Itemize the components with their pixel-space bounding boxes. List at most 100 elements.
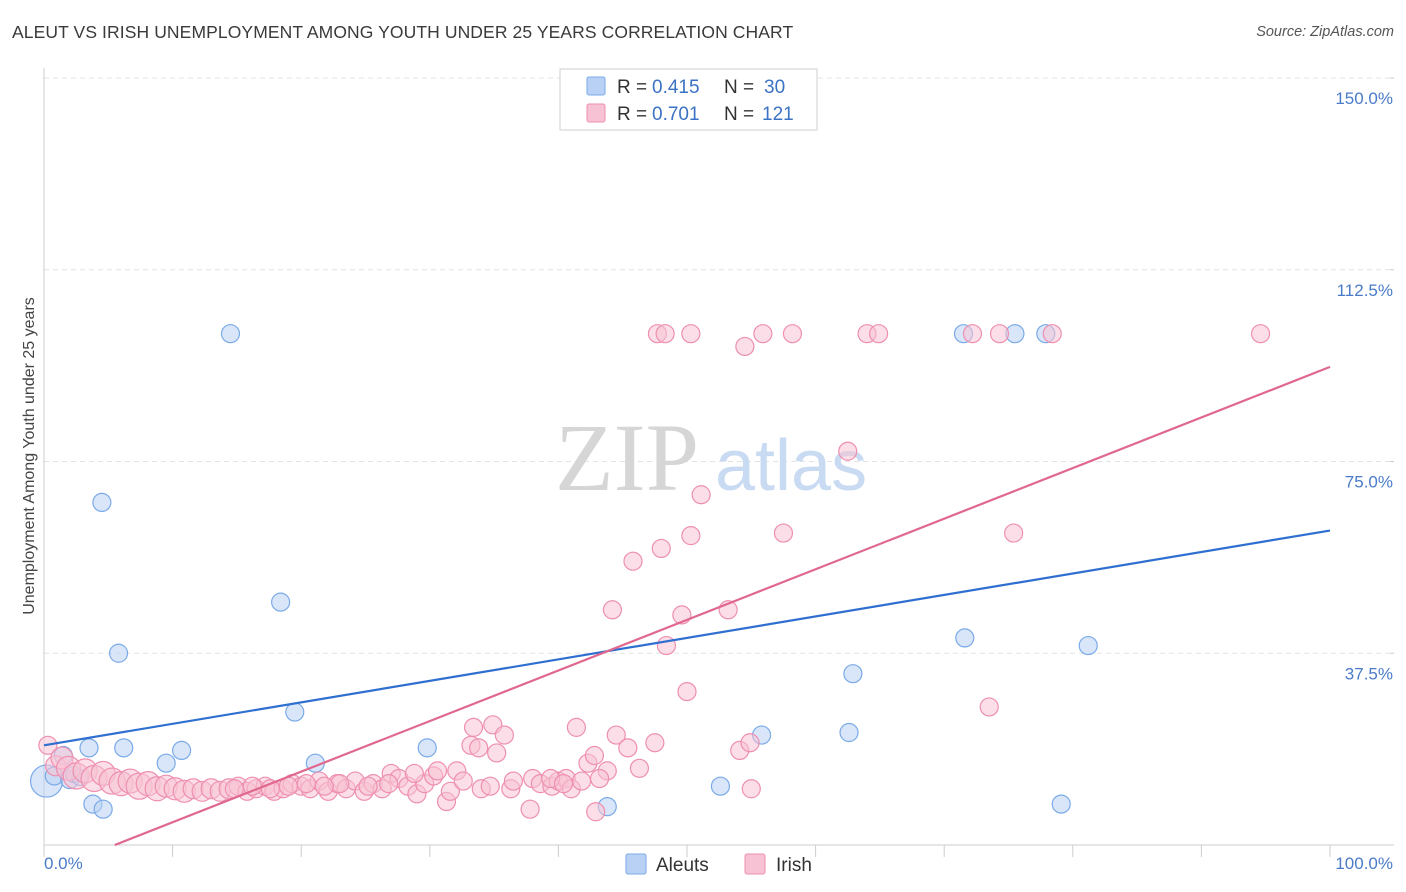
aleuts-point-20 — [710, 776, 731, 796]
aleuts-point-23 — [843, 664, 863, 684]
irish-point-58 — [494, 725, 514, 745]
irish-point-102 — [989, 324, 1010, 344]
aleuts-point-18 — [417, 738, 437, 758]
irish-point-52 — [469, 738, 489, 758]
aleuts-point-8 — [93, 799, 113, 819]
irish-point-57 — [487, 743, 507, 763]
aleuts-point-16 — [285, 702, 305, 722]
aleuts-point-14 — [220, 324, 241, 344]
aleuts-n-value: 30 — [764, 77, 785, 98]
x-tick-label-1: 100.0% — [1335, 854, 1393, 873]
irish-legend-swatch — [586, 103, 606, 123]
aleuts-n-label: N = — [724, 77, 754, 98]
irish-point-110 — [358, 776, 378, 796]
irish-point-95 — [681, 324, 701, 344]
legend-irish-label: Irish — [776, 855, 812, 876]
irish-point-54 — [480, 776, 500, 796]
irish-r-value: 0.701 — [652, 104, 700, 125]
data-points — [29, 324, 1271, 822]
legend-irish-swatch — [744, 853, 766, 875]
irish-point-89 — [773, 523, 794, 543]
aleuts-point-22 — [839, 722, 859, 743]
aleuts-point-25 — [955, 628, 975, 648]
watermark-atlas: atlas — [715, 426, 867, 506]
irish-point-76 — [645, 733, 665, 753]
aleuts-point-13 — [172, 740, 192, 761]
irish-point-108 — [589, 768, 610, 789]
legend-aleuts-swatch — [625, 853, 647, 875]
aleuts-point-15 — [271, 592, 291, 612]
aleuts-r-value: 0.415 — [652, 77, 700, 98]
irish-point-109 — [379, 774, 399, 794]
aleuts-legend-swatch — [586, 76, 606, 96]
aleuts-point-29 — [1078, 635, 1098, 656]
aleuts-trend-line — [43, 529, 1331, 747]
irish-point-88 — [741, 779, 761, 799]
aleuts-point-6 — [79, 738, 99, 758]
irish-point-106 — [553, 774, 574, 794]
x-tick-label-0: 0.0% — [44, 854, 83, 873]
irish-point-87 — [740, 733, 760, 753]
irish-point-101 — [962, 324, 983, 344]
trend-lines — [43, 365, 1331, 847]
chart-title: ALEUT VS IRISH UNEMPLOYMENT AMONG YOUTH … — [12, 22, 794, 42]
irish-point-84 — [691, 485, 711, 505]
irish-point-90 — [838, 441, 858, 461]
irish-point-112 — [314, 776, 334, 796]
irish-point-113 — [296, 774, 316, 794]
aleuts-r-label: R = — [617, 77, 647, 98]
watermark: ZIP atlas — [555, 404, 867, 511]
irish-point-92 — [1004, 523, 1024, 543]
irish-n-value: 121 — [762, 104, 794, 125]
irish-point-83 — [677, 681, 697, 702]
grid-lines — [44, 77, 1394, 654]
irish-point-104 — [1250, 324, 1271, 344]
y-tick-label-0: 37.5% — [1345, 664, 1393, 683]
y-axis-title: Unemployment Among Youth under 25 years — [21, 297, 38, 615]
irish-point-60 — [503, 771, 523, 791]
irish-point-80 — [651, 538, 671, 559]
irish-point-73 — [606, 725, 626, 745]
aleuts-point-11 — [114, 738, 134, 758]
irish-point-103 — [1042, 324, 1062, 344]
irish-r-label: R = — [617, 104, 647, 125]
irish-point-48 — [440, 781, 460, 801]
legend-aleuts-label: Aleuts — [656, 855, 709, 876]
irish-point-50 — [453, 771, 473, 791]
chart-source: Source: ZipAtlas.com — [1256, 24, 1394, 40]
irish-point-55 — [463, 717, 484, 737]
irish-point-68 — [566, 717, 587, 737]
irish-point-96 — [735, 336, 755, 357]
y-tick-label-2: 112.5% — [1337, 281, 1393, 300]
irish-point-107 — [571, 771, 592, 791]
irish-point-74 — [618, 738, 638, 758]
irish-point-100 — [869, 324, 889, 344]
aleuts-point-28 — [1051, 794, 1071, 814]
watermark-zip: ZIP — [555, 404, 699, 511]
aleuts-point-9 — [92, 492, 112, 513]
y-tick-label-1: 75.0% — [1345, 473, 1393, 492]
irish-point-91 — [979, 697, 999, 717]
irish-point-46 — [427, 761, 448, 781]
irish-point-63 — [520, 799, 540, 819]
stats-legend: R = 0.415 N = 30 R = 0.701 N = 121 — [559, 68, 818, 131]
irish-point-94 — [655, 324, 675, 344]
irish-point-75 — [629, 758, 650, 778]
irish-point-44 — [404, 763, 424, 784]
irish-point-77 — [602, 600, 623, 620]
irish-point-98 — [782, 324, 803, 344]
irish-point-70 — [584, 745, 605, 766]
aleuts-point-10 — [108, 643, 129, 663]
axes — [43, 68, 1394, 857]
y-tick-label-3: 150.0% — [1335, 89, 1393, 108]
irish-n-label: N = — [724, 104, 754, 125]
irish-point-78 — [623, 551, 643, 571]
irish-point-97 — [753, 324, 773, 344]
tick-labels: 37.5% 75.0% 112.5% 150.0% 0.0% 100.0% — [44, 89, 1393, 873]
irish-trend-line — [114, 365, 1331, 847]
series-legend: Aleuts Irish — [625, 853, 812, 876]
irish-point-82 — [681, 526, 701, 546]
aleuts-point-12 — [156, 753, 176, 773]
irish-point-72 — [586, 802, 606, 822]
